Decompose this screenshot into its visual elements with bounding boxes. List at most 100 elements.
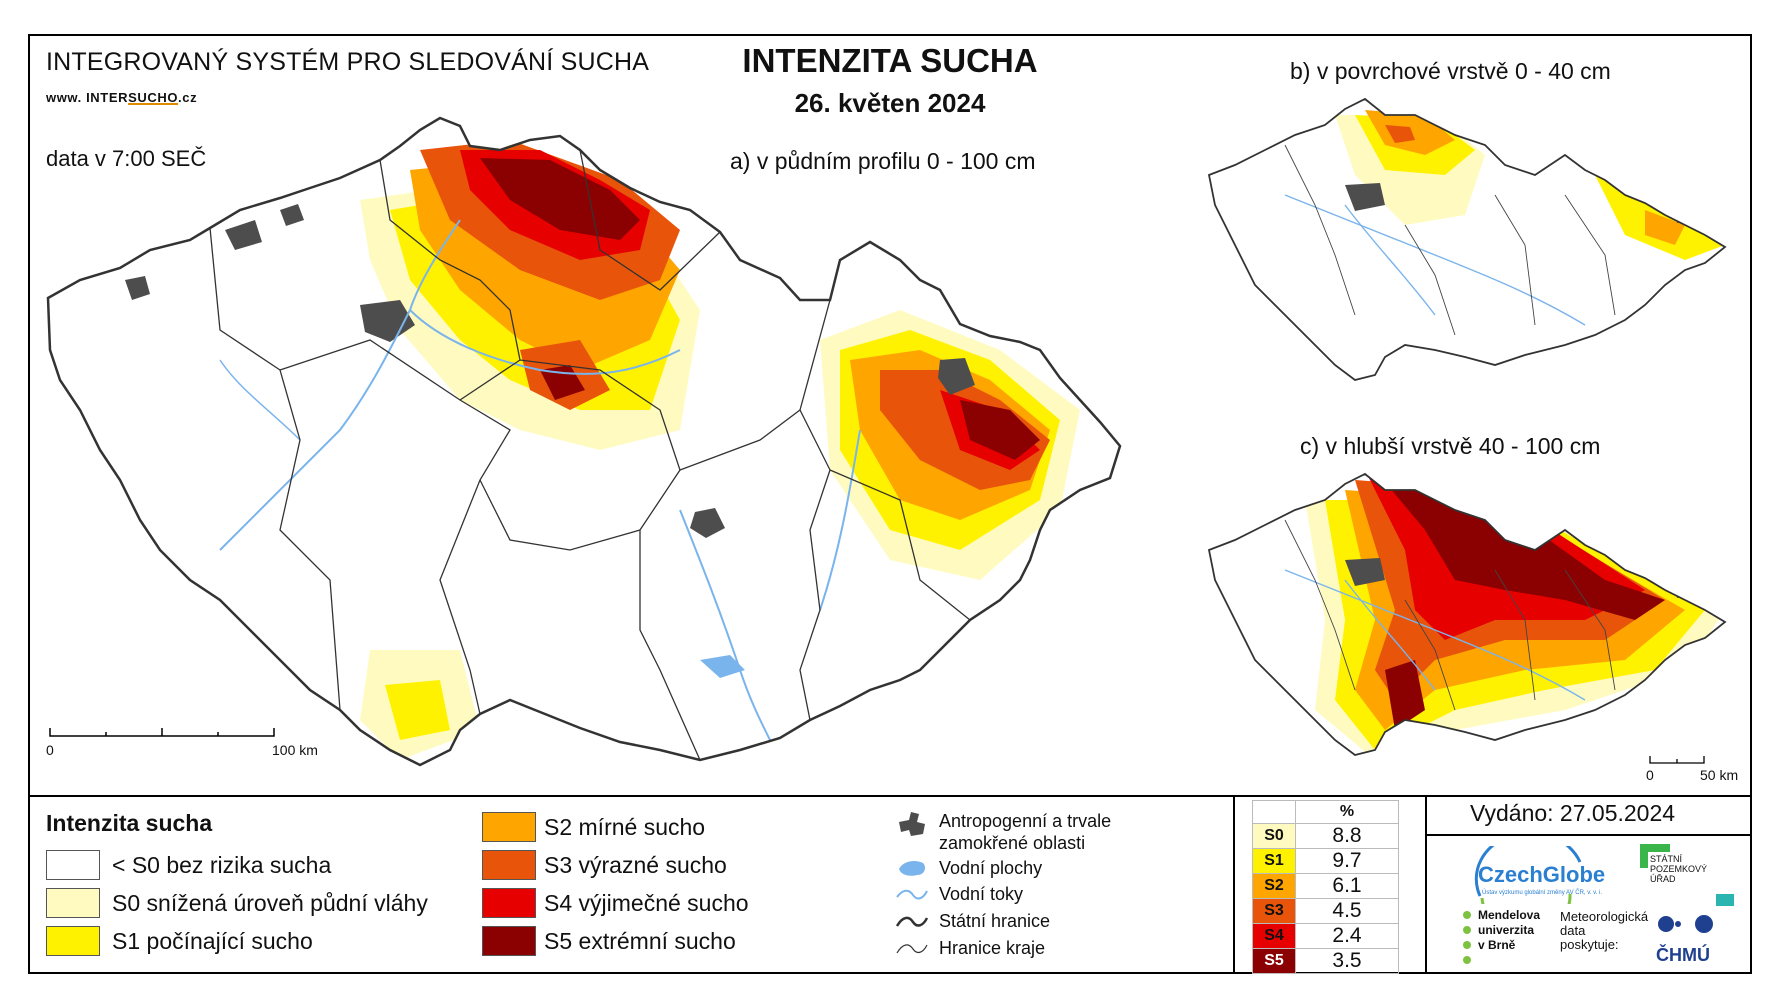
table-class: S5 <box>1252 948 1296 974</box>
spu-name: STÁTNÍ POZEMKOVÝ ÚŘAD <box>1650 854 1708 884</box>
legend-swatch <box>46 850 100 880</box>
page-title: INTENZITA SUCHA <box>742 42 1038 79</box>
table-value: 4.5 <box>1295 898 1399 924</box>
legend-swatch <box>46 926 100 956</box>
table-row: S4 2.4 <box>1252 923 1399 949</box>
table-header-blank <box>1252 800 1296 824</box>
surface-map-label: b) v povrchové vrstvě 0 - 40 cm <box>1290 58 1611 84</box>
map-date: 26. květen 2024 <box>794 88 986 118</box>
table-row: S1 9.7 <box>1252 848 1399 874</box>
symbol-label: Hranice kraje <box>939 938 1046 958</box>
legend-swatch <box>46 888 100 918</box>
table-class: S0 <box>1252 823 1296 849</box>
meteo-line-3: poskytuje: <box>1560 937 1619 952</box>
table-row: S5 3.5 <box>1252 948 1399 974</box>
symbol-label: Státní hranice <box>939 911 1051 931</box>
surface-drought-map <box>1207 97 1727 381</box>
deep-map-label: c) v hlubší vrstvě 40 - 100 cm <box>1300 433 1601 459</box>
legend-swatch <box>482 850 536 880</box>
legend-separator <box>1233 797 1235 974</box>
spu-logo-icon <box>1640 844 1670 868</box>
legend-item-s3: S3 výrazné sucho <box>482 850 727 880</box>
dark-gray-area-icon <box>899 812 925 836</box>
region-border-icon <box>896 943 928 953</box>
deep-drought-map <box>1207 472 1727 756</box>
legend-divider <box>28 795 1752 797</box>
symbol-anthropogenic: Antropogenní a trvale zamokřené oblasti <box>895 810 1139 854</box>
table-value: 9.7 <box>1295 848 1399 874</box>
main-map-label: a) v půdním profilu 0 - 100 cm <box>730 148 1036 174</box>
legend-label: S0 snížená úroveň půdní vláhy <box>112 889 428 916</box>
symbol-label: Vodní plochy <box>939 857 1043 878</box>
meteo-line-2: data <box>1560 923 1586 938</box>
website-mid: SUCHO <box>128 90 179 105</box>
table-class: S4 <box>1252 923 1296 949</box>
spu-accent-icon <box>1716 894 1734 906</box>
mendel-line-1: Mendelova <box>1478 908 1541 922</box>
legend-item-s2: S2 mírné sucho <box>482 812 705 842</box>
mendel-dots-icon <box>1463 911 1471 964</box>
inset-scale-end: 50 km <box>1700 767 1739 783</box>
data-time: data v 7:00 SEČ <box>46 146 207 171</box>
main-scale-start: 0 <box>46 742 54 758</box>
table-value: 6.1 <box>1295 873 1399 899</box>
inset-scale-start: 0 <box>1646 767 1654 783</box>
table-value: 8.8 <box>1295 823 1399 849</box>
legend-label: S3 výrazné sucho <box>544 851 727 878</box>
legend-item-below-s0: < S0 bez rizika sucha <box>46 850 331 880</box>
website-link[interactable]: www. INTERSUCHO.cz <box>46 90 197 105</box>
website-prefix: www. INTER <box>46 90 129 105</box>
legend-item-s1: S1 počínající sucho <box>46 926 313 956</box>
legend-label: S2 mírné sucho <box>544 813 706 840</box>
legend-item-s5: S5 extrémní sucho <box>482 926 736 956</box>
chmu-name: ČHMÚ <box>1656 945 1710 965</box>
legend-swatch <box>482 812 536 842</box>
state-border-icon <box>895 916 929 927</box>
legend-separator <box>1425 797 1427 974</box>
legend-label: < S0 bez rizika sucha <box>112 851 332 878</box>
chmu-symbol-icon <box>1658 915 1713 933</box>
river-icon <box>896 889 928 899</box>
table-row: S0 8.8 <box>1252 823 1399 849</box>
symbol-region-border: Hranice kraje <box>895 938 1045 959</box>
table-header-percent: % <box>1295 800 1399 824</box>
legend-item-s4: S4 výjimečné sucho <box>482 888 749 918</box>
website-suffix: .cz <box>178 90 198 105</box>
legend-swatch <box>482 888 536 918</box>
mendel-line-3: v Brně <box>1478 938 1516 952</box>
symbol-label: Vodní toky <box>939 884 1024 904</box>
issued-date: Vydáno: 27.05.2024 <box>1470 800 1676 826</box>
mendel-line-2: univerzita <box>1478 923 1535 937</box>
water-body-icon <box>899 861 925 876</box>
system-name: INTEGROVANÝ SYSTÉM PRO SLEDOVÁNÍ SUCHA <box>46 48 650 76</box>
table-class: S1 <box>1252 848 1296 874</box>
table-value: 3.5 <box>1295 948 1399 974</box>
legend-label: S5 extrémní sucho <box>544 927 736 954</box>
chmu-logo: ČHMÚ <box>1656 912 1726 966</box>
legend-label: S4 výjimečné sucho <box>544 889 749 916</box>
symbol-label: Antropogenní a trvale zamokřené oblasti <box>939 811 1112 853</box>
meteo-line-1: Meteorologická <box>1560 909 1649 924</box>
mendel-logo: Mendelova univerzita v Brně <box>1462 908 1541 964</box>
czechglobe-arc-icon <box>1474 846 1582 904</box>
main-scale-bar <box>49 728 275 737</box>
legend-swatch <box>482 926 536 956</box>
symbol-state-border: Státní hranice <box>895 911 1050 932</box>
table-class: S3 <box>1252 898 1296 924</box>
legend-title: Intenzita sucha <box>46 810 213 836</box>
symbol-river: Vodní toky <box>895 884 1023 905</box>
czechglobe-subtitle: Ústav výzkumu globální změny AV ČR, v. v… <box>1482 890 1603 896</box>
logo-separator <box>1425 834 1752 836</box>
table-value: 2.4 <box>1295 923 1399 949</box>
table-row: % <box>1252 800 1399 824</box>
czechglobe-name: CzechGlobe <box>1478 862 1606 887</box>
legend-item-s0: S0 snížená úroveň půdní vláhy <box>46 888 428 918</box>
main-scale-end: 100 km <box>272 742 318 758</box>
main-drought-map <box>46 116 1122 767</box>
meteo-credit: Meteorologická data poskytuje: <box>1560 910 1648 952</box>
table-row: S3 4.5 <box>1252 898 1399 924</box>
map-frame <box>28 34 1752 974</box>
table-row: S2 6.1 <box>1252 873 1399 899</box>
legend-label: S1 počínající sucho <box>112 927 313 954</box>
symbol-water-body: Vodní plochy <box>895 857 1042 879</box>
